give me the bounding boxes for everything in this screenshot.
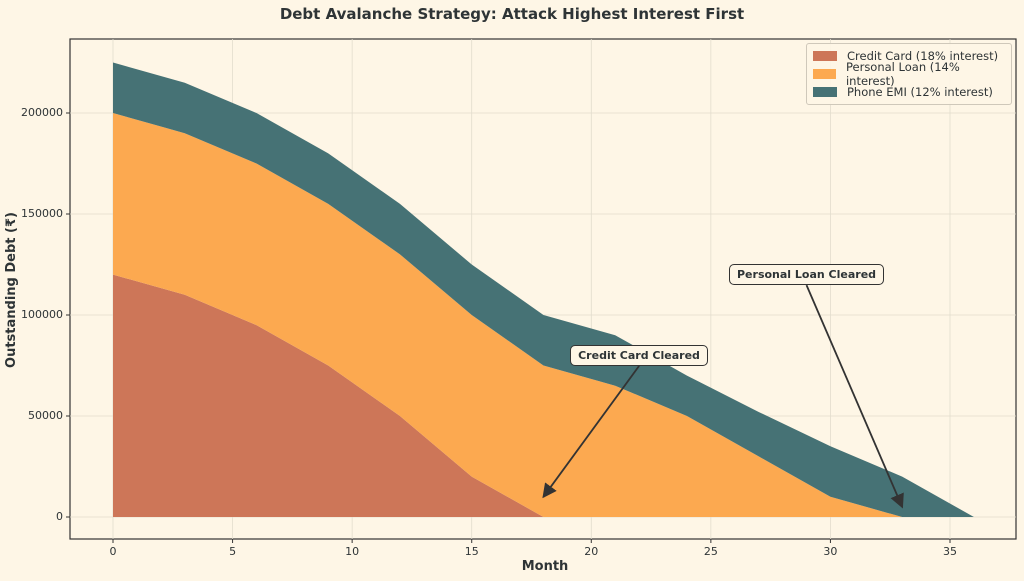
x-axis-label: Month: [521, 559, 569, 574]
x-tick-label: 35: [943, 545, 957, 558]
x-tick-label: 10: [345, 545, 360, 558]
legend-label: Personal Loan (14% interest): [845, 60, 960, 88]
y-tick-label: 100000: [21, 308, 63, 321]
stacked-areas: [113, 62, 974, 517]
legend-label: Phone EMI (12% interest): [847, 85, 993, 99]
legend-item-credit-card: Credit Card (18% interest): [813, 47, 1005, 65]
y-tick-label: 200000: [21, 106, 63, 119]
annotation-credit-card-cleared: Credit Card Cleared: [570, 344, 708, 366]
legend-swatch: [813, 87, 837, 97]
x-tick-label: 15: [464, 545, 479, 558]
annotation-personal-loan-cleared: Personal Loan Cleared: [729, 264, 885, 286]
x-tick-label: 30: [823, 545, 838, 558]
annotation-arrows: [542, 284, 904, 509]
x-tick-label: 5: [229, 545, 237, 558]
x-tick-label: 25: [703, 545, 718, 558]
chart-title: Debt Avalanche Strategy: Attack Highest …: [279, 5, 745, 23]
y-tick-label: 0: [56, 510, 63, 523]
legend-label: Credit Card (18% interest): [847, 49, 999, 63]
legend: Credit Card (18% interest) Personal Loan…: [806, 43, 1012, 105]
x-tick-label: 0: [109, 545, 117, 558]
x-tick-label: 20: [584, 545, 599, 558]
legend-item-personal-loan: Personal Loan (14% interest): [813, 60, 1005, 88]
legend-swatch: [813, 69, 836, 79]
y-tick-label: 150000: [21, 207, 63, 220]
y-tick-label: 50000: [28, 409, 63, 422]
y-axis-label: Outstanding Debt (₹): [4, 212, 19, 368]
legend-swatch: [813, 51, 837, 61]
legend-item-phone-emi: Phone EMI (12% interest): [813, 83, 1005, 101]
tick-marks: [66, 112, 951, 543]
